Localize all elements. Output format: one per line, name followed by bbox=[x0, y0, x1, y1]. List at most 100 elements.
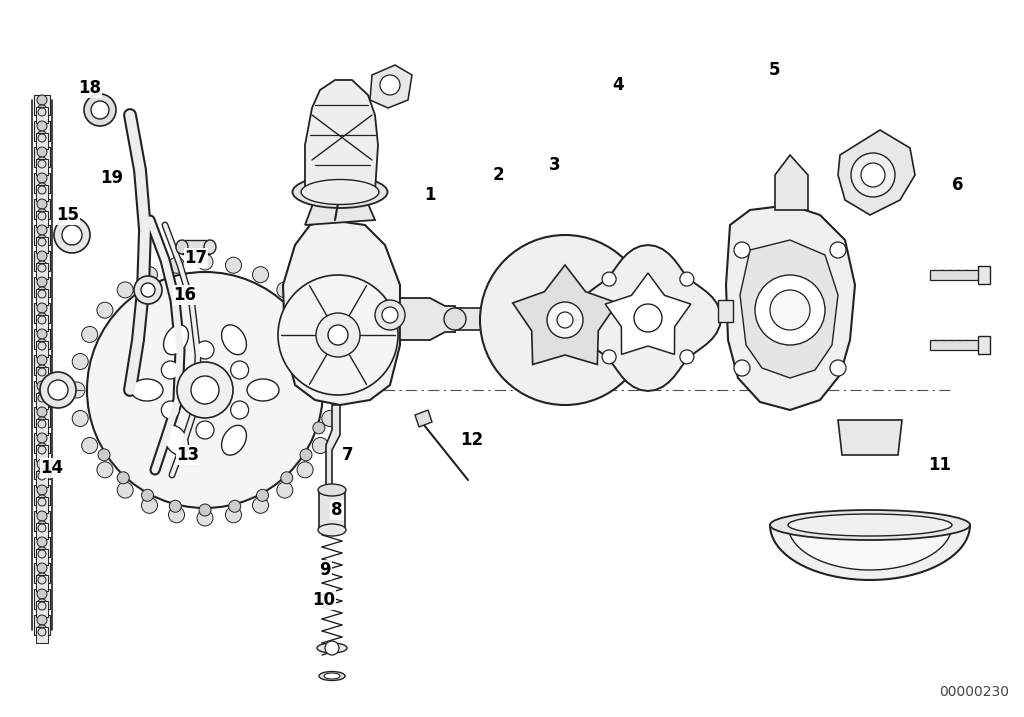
Bar bbox=[34, 459, 50, 479]
Circle shape bbox=[37, 381, 47, 391]
Circle shape bbox=[197, 510, 213, 526]
Bar bbox=[34, 433, 50, 453]
Bar bbox=[36, 315, 48, 331]
Circle shape bbox=[38, 238, 46, 246]
Circle shape bbox=[37, 365, 47, 375]
Bar bbox=[36, 601, 48, 617]
Circle shape bbox=[196, 421, 214, 439]
Circle shape bbox=[316, 313, 360, 357]
Bar bbox=[34, 225, 50, 245]
Circle shape bbox=[38, 368, 46, 376]
Bar bbox=[36, 575, 48, 591]
Circle shape bbox=[38, 446, 46, 454]
Bar bbox=[36, 549, 48, 565]
Ellipse shape bbox=[164, 425, 188, 455]
Bar bbox=[34, 407, 50, 427]
Circle shape bbox=[325, 641, 339, 655]
Circle shape bbox=[199, 504, 211, 516]
Circle shape bbox=[38, 524, 46, 532]
Polygon shape bbox=[740, 240, 838, 378]
Polygon shape bbox=[305, 80, 378, 192]
Circle shape bbox=[37, 355, 47, 365]
Circle shape bbox=[37, 339, 47, 349]
Circle shape bbox=[37, 547, 47, 557]
Bar bbox=[34, 511, 50, 531]
Bar bbox=[930, 270, 985, 280]
Circle shape bbox=[69, 382, 85, 398]
Ellipse shape bbox=[444, 308, 466, 330]
Circle shape bbox=[851, 153, 895, 197]
Polygon shape bbox=[605, 273, 691, 354]
Circle shape bbox=[37, 625, 47, 635]
Circle shape bbox=[225, 507, 242, 523]
Circle shape bbox=[37, 147, 47, 157]
Circle shape bbox=[328, 325, 348, 345]
Ellipse shape bbox=[318, 524, 346, 536]
Circle shape bbox=[38, 108, 46, 116]
Bar bbox=[34, 147, 50, 167]
Circle shape bbox=[37, 511, 47, 521]
Circle shape bbox=[37, 235, 47, 245]
Circle shape bbox=[830, 242, 846, 258]
Circle shape bbox=[830, 360, 846, 376]
Polygon shape bbox=[770, 525, 970, 580]
Circle shape bbox=[37, 157, 47, 167]
Ellipse shape bbox=[318, 484, 346, 496]
Bar bbox=[34, 381, 50, 401]
Text: 4: 4 bbox=[612, 76, 624, 94]
Circle shape bbox=[734, 360, 750, 376]
Bar bbox=[34, 303, 50, 323]
Ellipse shape bbox=[221, 425, 247, 455]
Circle shape bbox=[37, 277, 47, 287]
Bar bbox=[36, 393, 48, 409]
Circle shape bbox=[37, 615, 47, 625]
Ellipse shape bbox=[324, 673, 340, 679]
Bar bbox=[36, 367, 48, 383]
Circle shape bbox=[680, 350, 694, 364]
Circle shape bbox=[325, 382, 341, 398]
Circle shape bbox=[37, 573, 47, 583]
Circle shape bbox=[97, 302, 113, 318]
Circle shape bbox=[37, 537, 47, 547]
Circle shape bbox=[91, 101, 109, 119]
Ellipse shape bbox=[319, 672, 345, 680]
Circle shape bbox=[37, 391, 47, 401]
Bar bbox=[36, 419, 48, 435]
Circle shape bbox=[38, 186, 46, 194]
Circle shape bbox=[602, 350, 616, 364]
Circle shape bbox=[557, 312, 573, 328]
Circle shape bbox=[253, 498, 268, 513]
Bar bbox=[34, 95, 50, 115]
Bar bbox=[36, 289, 48, 305]
Circle shape bbox=[37, 287, 47, 297]
Text: 11: 11 bbox=[929, 456, 951, 474]
Circle shape bbox=[322, 353, 338, 369]
Circle shape bbox=[141, 489, 154, 501]
Circle shape bbox=[169, 257, 184, 273]
Ellipse shape bbox=[204, 240, 216, 254]
Polygon shape bbox=[400, 298, 455, 340]
Polygon shape bbox=[283, 220, 400, 405]
Bar bbox=[978, 266, 990, 284]
Circle shape bbox=[37, 599, 47, 609]
Circle shape bbox=[73, 353, 88, 369]
Circle shape bbox=[38, 498, 46, 506]
Circle shape bbox=[37, 495, 47, 505]
Ellipse shape bbox=[317, 643, 347, 653]
Text: 5: 5 bbox=[768, 61, 779, 79]
Bar bbox=[34, 277, 50, 297]
Circle shape bbox=[37, 121, 47, 131]
Circle shape bbox=[547, 302, 583, 338]
Circle shape bbox=[278, 275, 398, 395]
Circle shape bbox=[38, 316, 46, 324]
Bar bbox=[34, 485, 50, 505]
Circle shape bbox=[861, 163, 885, 187]
Circle shape bbox=[37, 589, 47, 599]
Circle shape bbox=[38, 160, 46, 168]
Circle shape bbox=[191, 376, 219, 404]
Circle shape bbox=[228, 500, 241, 512]
Circle shape bbox=[196, 341, 214, 359]
Circle shape bbox=[38, 394, 46, 402]
Circle shape bbox=[117, 482, 133, 498]
Circle shape bbox=[38, 602, 46, 610]
